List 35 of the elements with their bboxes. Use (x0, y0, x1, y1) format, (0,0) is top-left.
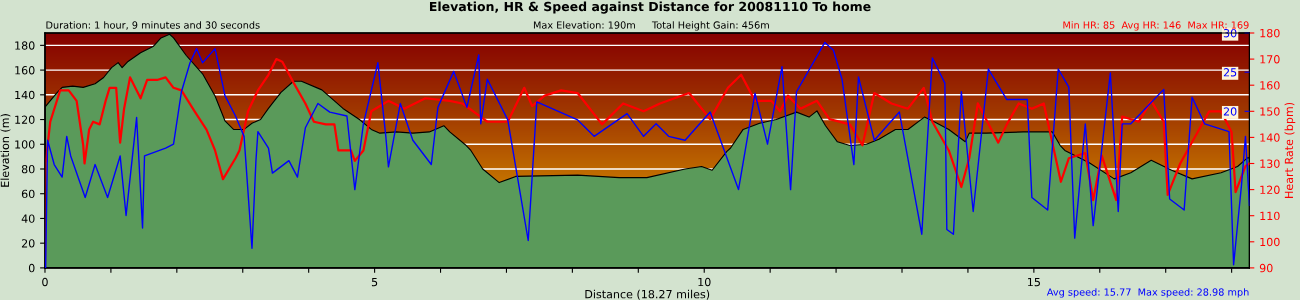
y-tick-label: 40 (21, 214, 35, 223)
y2-tick-label: 110 (1260, 211, 1280, 221)
x-tick-label: 5 (371, 277, 378, 287)
y-tick-label: 80 (21, 164, 35, 174)
x-axis-title: Distance (18.27 miles) (585, 289, 710, 300)
y3-tick-label: 25 (1223, 68, 1237, 77)
x-tick-label: 0 (42, 277, 48, 287)
y-axis-title: Elevation (m) (0, 114, 11, 187)
text: Total Height Gain: 456m (651, 21, 769, 31)
text: Avg speed: 15.77 Max speed: 28.98 mph (1046, 288, 1249, 298)
y-tick-label: 0 (28, 263, 35, 273)
y2-tick-label: 160 (1260, 81, 1280, 90)
y-tick-label: 120 (15, 115, 35, 124)
y2-tick-label: 180 (1260, 28, 1280, 38)
y-tick-label: 60 (21, 189, 35, 199)
y-tick-label: 160 (15, 66, 35, 75)
chart-title: Elevation, HR & Speed against Distance for 20081110 To home (429, 1, 871, 14)
y2-tick-label: 170 (1260, 55, 1280, 64)
y3-tick-label: 20 (1223, 107, 1237, 116)
y-tick-label: 180 (15, 41, 35, 50)
text: Duration: 1 hour, 9 minutes and 30 seconds (46, 21, 260, 30)
y2-tick-label: 100 (1260, 237, 1280, 247)
y2-tick-label: 150 (1260, 107, 1280, 116)
y-tick-label: 140 (15, 90, 35, 100)
y2-axis-title: Heart Rate (bpm) (1284, 102, 1296, 198)
text: Max Elevation: 190m (533, 21, 635, 29)
y2-tick-label: 90 (1259, 263, 1273, 273)
y-tick-label: 100 (15, 140, 35, 149)
y-tick-label: 20 (21, 239, 35, 248)
y2-tick-label: 120 (1260, 185, 1280, 194)
x-tick-label: 10 (698, 277, 711, 287)
x-tick-label: 15 (1028, 277, 1040, 287)
y2-tick-label: 140 (1260, 133, 1280, 142)
y3-tick-label: 30 (1223, 28, 1237, 38)
y2-tick-label: 130 (1260, 159, 1280, 168)
